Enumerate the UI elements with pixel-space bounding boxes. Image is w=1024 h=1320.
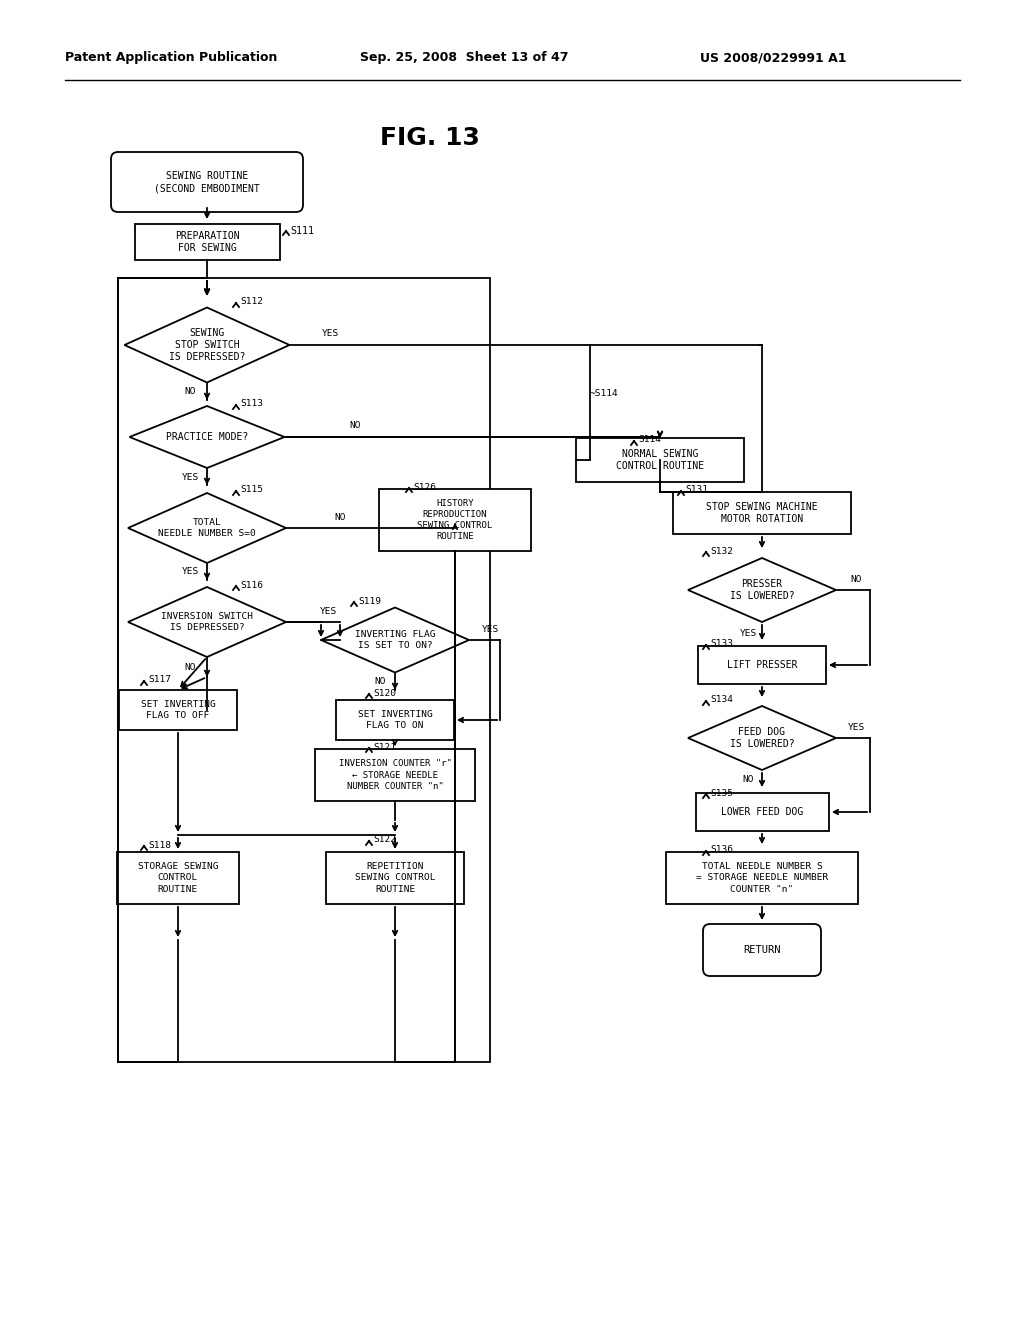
FancyBboxPatch shape bbox=[379, 488, 531, 550]
Text: S113: S113 bbox=[240, 400, 263, 408]
Text: PRACTICE MODE?: PRACTICE MODE? bbox=[166, 432, 248, 442]
Text: REPETITION
SEWING CONTROL
ROUTINE: REPETITION SEWING CONTROL ROUTINE bbox=[354, 862, 435, 894]
Text: FEED DOG
IS LOWERED?: FEED DOG IS LOWERED? bbox=[730, 727, 795, 750]
FancyBboxPatch shape bbox=[134, 224, 280, 260]
Polygon shape bbox=[688, 706, 836, 770]
Text: S131: S131 bbox=[685, 486, 708, 495]
FancyBboxPatch shape bbox=[111, 152, 303, 213]
Polygon shape bbox=[125, 308, 290, 383]
Text: S116: S116 bbox=[240, 581, 263, 590]
Text: NO: NO bbox=[850, 576, 862, 585]
Text: S119: S119 bbox=[358, 597, 381, 606]
FancyBboxPatch shape bbox=[117, 851, 239, 904]
Text: INVERSION SWITCH
IS DEPRESSED?: INVERSION SWITCH IS DEPRESSED? bbox=[161, 612, 253, 632]
Polygon shape bbox=[128, 587, 286, 657]
Text: NO: NO bbox=[349, 421, 360, 430]
Text: PRESSER
IS LOWERED?: PRESSER IS LOWERED? bbox=[730, 578, 795, 601]
Text: S136: S136 bbox=[710, 846, 733, 854]
Text: INVERTING FLAG
IS SET TO ON?: INVERTING FLAG IS SET TO ON? bbox=[354, 630, 435, 649]
FancyBboxPatch shape bbox=[119, 690, 237, 730]
FancyBboxPatch shape bbox=[673, 492, 851, 535]
Text: YES: YES bbox=[181, 473, 199, 482]
Text: YES: YES bbox=[739, 628, 757, 638]
Text: S115: S115 bbox=[240, 486, 263, 495]
FancyBboxPatch shape bbox=[703, 924, 821, 975]
FancyBboxPatch shape bbox=[326, 851, 464, 904]
Text: HISTORY
REPRODUCTION
SEWING CONTROL
ROUTINE: HISTORY REPRODUCTION SEWING CONTROL ROUT… bbox=[418, 499, 493, 541]
Text: SEWING ROUTINE
(SECOND EMBODIMENT: SEWING ROUTINE (SECOND EMBODIMENT bbox=[155, 170, 260, 193]
Text: RETURN: RETURN bbox=[743, 945, 780, 954]
Text: S134: S134 bbox=[710, 696, 733, 705]
FancyBboxPatch shape bbox=[666, 851, 858, 904]
Text: PREPARATION
FOR SEWING: PREPARATION FOR SEWING bbox=[175, 231, 240, 253]
Polygon shape bbox=[128, 492, 286, 564]
Text: S132: S132 bbox=[710, 546, 733, 556]
Text: YES: YES bbox=[319, 606, 337, 615]
Text: SET INVERTING
FLAG TO OFF: SET INVERTING FLAG TO OFF bbox=[140, 700, 215, 719]
Text: US 2008/0229991 A1: US 2008/0229991 A1 bbox=[700, 51, 847, 65]
Text: NO: NO bbox=[374, 677, 386, 686]
Text: FIG. 13: FIG. 13 bbox=[380, 125, 480, 150]
Text: S126: S126 bbox=[413, 483, 436, 491]
Text: Sep. 25, 2008  Sheet 13 of 47: Sep. 25, 2008 Sheet 13 of 47 bbox=[360, 51, 568, 65]
Text: S133: S133 bbox=[710, 639, 733, 648]
Text: SEWING
STOP SWITCH
IS DEPRESSED?: SEWING STOP SWITCH IS DEPRESSED? bbox=[169, 327, 245, 363]
Text: TOTAL NEEDLE NUMBER S
= STORAGE NEEDLE NUMBER
COUNTER "n": TOTAL NEEDLE NUMBER S = STORAGE NEEDLE N… bbox=[696, 862, 828, 894]
Text: YES: YES bbox=[322, 330, 339, 338]
Bar bbox=[118, 279, 490, 1063]
Text: NO: NO bbox=[184, 388, 196, 396]
Text: S111: S111 bbox=[290, 226, 314, 236]
Text: S120: S120 bbox=[373, 689, 396, 697]
FancyBboxPatch shape bbox=[695, 793, 828, 832]
Polygon shape bbox=[321, 607, 469, 672]
Text: TOTAL
NEEDLE NUMBER S=0: TOTAL NEEDLE NUMBER S=0 bbox=[158, 517, 256, 539]
Text: INVERSION COUNTER "r"
← STORAGE NEEDLE
NUMBER COUNTER "n": INVERSION COUNTER "r" ← STORAGE NEEDLE N… bbox=[339, 759, 452, 791]
Text: SET INVERTING
FLAG TO ON: SET INVERTING FLAG TO ON bbox=[357, 710, 432, 730]
FancyBboxPatch shape bbox=[315, 748, 475, 801]
Text: NORMAL SEWING
CONTROL ROUTINE: NORMAL SEWING CONTROL ROUTINE bbox=[616, 449, 705, 471]
Text: S112: S112 bbox=[240, 297, 263, 306]
Text: Patent Application Publication: Patent Application Publication bbox=[65, 51, 278, 65]
Text: STORAGE SEWING
CONTROL
ROUTINE: STORAGE SEWING CONTROL ROUTINE bbox=[138, 862, 218, 894]
Text: S118: S118 bbox=[148, 841, 171, 850]
FancyBboxPatch shape bbox=[575, 438, 744, 482]
Polygon shape bbox=[688, 558, 836, 622]
Text: NO: NO bbox=[184, 663, 196, 672]
Text: ~S114: ~S114 bbox=[590, 388, 618, 397]
Text: YES: YES bbox=[181, 568, 199, 577]
FancyBboxPatch shape bbox=[336, 700, 454, 741]
Polygon shape bbox=[129, 407, 285, 469]
FancyBboxPatch shape bbox=[698, 645, 826, 684]
Text: NO: NO bbox=[742, 776, 754, 784]
Text: S121: S121 bbox=[373, 742, 396, 751]
Text: YES: YES bbox=[481, 624, 499, 634]
Text: S117: S117 bbox=[148, 676, 171, 685]
Text: S122: S122 bbox=[373, 836, 396, 845]
Text: S114: S114 bbox=[638, 436, 662, 445]
Text: LIFT PRESSER: LIFT PRESSER bbox=[727, 660, 798, 671]
Text: STOP SEWING MACHINE
MOTOR ROTATION: STOP SEWING MACHINE MOTOR ROTATION bbox=[707, 502, 818, 524]
Text: YES: YES bbox=[848, 722, 864, 731]
Text: LOWER FEED DOG: LOWER FEED DOG bbox=[721, 807, 803, 817]
Text: NO: NO bbox=[334, 512, 346, 521]
Text: S135: S135 bbox=[710, 788, 733, 797]
